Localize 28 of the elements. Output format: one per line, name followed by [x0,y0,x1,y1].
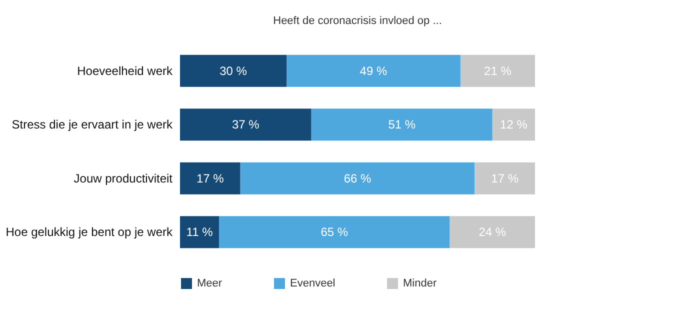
data-label: 17 % [196,171,224,186]
bar [474,162,535,194]
data-label: 66 % [344,171,372,186]
bar [492,108,535,141]
bar [219,216,450,248]
legend-label: Minder [403,278,437,290]
data-label: 65 % [320,225,348,240]
bar [180,162,240,194]
y-tick-label: Hoe gelukkig je bent op je werk [6,225,174,240]
bar [240,162,475,194]
chart-title: Heeft de coronacrisis invloed op ... [273,15,442,27]
bar [180,216,220,248]
y-tick-label: Hoeveelheid werk [77,64,174,78]
data-label: 11 % [186,225,214,240]
bar [460,54,535,87]
bar [180,108,312,141]
data-label: 30 % [220,64,248,78]
data-label: 49 % [360,64,388,78]
y-tick-label: Jouw productiviteit [74,171,174,186]
bar [450,216,535,248]
y-tick-label: Stress die je ervaart in je werk [12,118,174,132]
bar [180,54,286,87]
data-label: 51 % [388,118,416,132]
bar [311,108,492,141]
legend-label: Meer [197,278,222,290]
data-label: 37 % [232,118,260,132]
legend-label: Evenveel [290,278,336,290]
bar [286,54,460,87]
